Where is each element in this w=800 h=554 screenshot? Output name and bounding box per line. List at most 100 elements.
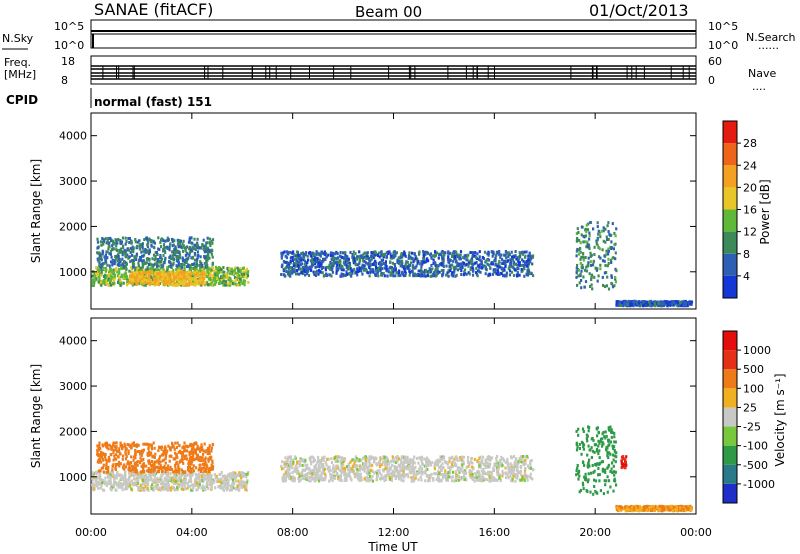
data-cell: [410, 257, 413, 261]
data-cell: [222, 480, 225, 484]
data-cell: [109, 472, 112, 476]
data-cell: [144, 268, 147, 272]
data-cell: [121, 447, 124, 451]
data-cell: [318, 258, 321, 262]
data-cell: [187, 240, 191, 244]
data-cell: [628, 299, 631, 303]
data-cell: [432, 271, 436, 275]
data-cell: [581, 263, 584, 267]
data-cell: [433, 262, 437, 266]
data-cell: [185, 449, 188, 453]
data-cell: [96, 460, 99, 464]
data-cell: [129, 280, 132, 284]
data-cell: [365, 257, 368, 261]
data-cell: [198, 268, 202, 272]
data-cell: [182, 249, 185, 253]
data-cell: [196, 484, 199, 487]
data-cell: [152, 277, 156, 280]
data-cell: [375, 269, 378, 273]
data-cell: [159, 476, 162, 480]
data-cell: [500, 257, 504, 261]
data-cell: [665, 300, 668, 304]
data-cell: [589, 263, 593, 267]
data-cell: [246, 274, 250, 278]
data-cell: [611, 222, 614, 226]
data-cell: [627, 303, 630, 307]
data-cell: [462, 261, 466, 265]
data-cell: [459, 250, 463, 254]
data-cell: [345, 263, 348, 267]
data-cell: [138, 473, 141, 477]
data-cell: [132, 270, 135, 274]
data-cell: [110, 470, 113, 474]
data-cell: [308, 265, 311, 269]
data-cell: [135, 478, 138, 482]
data-cell: [614, 257, 617, 261]
data-cell: [210, 283, 213, 287]
data-cell: [193, 268, 196, 272]
data-cell: [198, 463, 201, 467]
data-cell: [669, 303, 672, 307]
data-cell: [184, 275, 187, 279]
data-cell: [221, 474, 224, 478]
data-cell: [131, 275, 134, 278]
data-cell: [96, 270, 99, 274]
data-cell: [242, 272, 245, 276]
data-cell: [416, 261, 419, 265]
data-cell: [528, 475, 531, 479]
data-cell: [163, 270, 166, 274]
data-cell: [170, 277, 174, 281]
data-cell: [344, 260, 347, 264]
data-cell: [120, 240, 123, 244]
data-cell: [107, 479, 110, 483]
data-cell: [610, 258, 613, 262]
data-cell: [335, 269, 338, 273]
data-cell: [165, 471, 168, 475]
data-cell: [378, 255, 381, 259]
data-cell: [189, 264, 192, 268]
data-cell: [196, 237, 199, 241]
data-cell: [164, 461, 167, 465]
data-cell: [228, 277, 231, 281]
data-cell: [234, 266, 237, 270]
data-cell: [484, 272, 487, 276]
data-cell: [145, 261, 148, 265]
data-cell: [159, 271, 162, 275]
data-cell: [194, 483, 197, 487]
data-cell: [193, 258, 197, 262]
data-cell: [187, 460, 190, 464]
data-cell: [174, 451, 177, 455]
data-cell: [162, 273, 165, 277]
data-cell: [576, 227, 579, 231]
data-cell: [215, 267, 218, 270]
data-cell: [640, 303, 643, 307]
data-cell: [500, 272, 503, 276]
data-cell: [144, 442, 147, 446]
data-cell: [185, 454, 188, 458]
data-cell: [181, 473, 184, 477]
data-cell: [238, 283, 241, 287]
data-cell: [204, 281, 207, 285]
data-cell: [679, 303, 682, 307]
data-cell: [408, 251, 411, 255]
data-cell: [134, 268, 137, 272]
data-cell: [174, 441, 177, 445]
data-cell: [648, 303, 652, 307]
data-cell: [150, 263, 153, 267]
data-cell: [116, 241, 119, 245]
data-cell: [342, 274, 345, 278]
data-cell: [498, 273, 501, 276]
data-cell: [400, 263, 404, 267]
data-cell: [345, 258, 348, 262]
data-cell: [687, 301, 690, 305]
data-cell: [112, 242, 115, 246]
data-cell: [121, 257, 124, 261]
data-cell: [135, 461, 138, 464]
data-cell: [134, 450, 137, 454]
data-cell: [107, 469, 110, 472]
data-cell: [318, 265, 321, 269]
data-cell: [148, 258, 151, 262]
data-cell: [206, 446, 210, 450]
data-cell: [474, 261, 477, 265]
data-cell: [108, 264, 111, 268]
